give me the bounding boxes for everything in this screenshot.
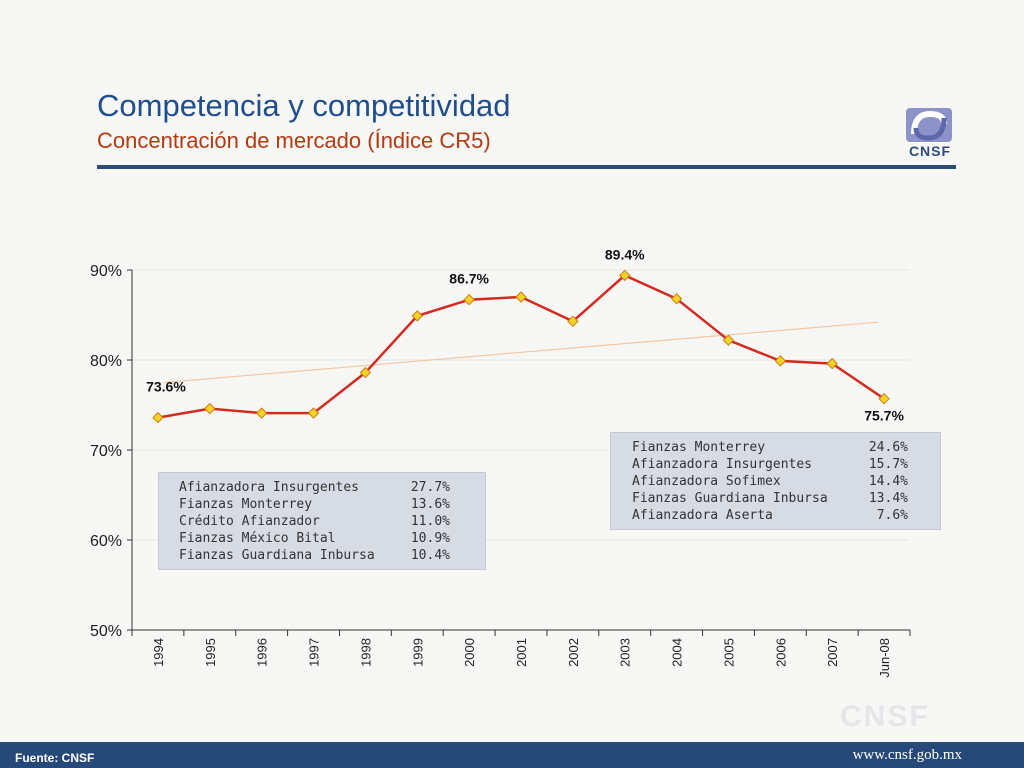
market-share-value: 11.0%: [410, 514, 450, 529]
company-name: Fianzas México Bital: [179, 531, 336, 546]
data-point: [463, 293, 475, 306]
watermark-logo: CNSF: [840, 700, 930, 733]
data-label: 75.7%: [864, 408, 904, 424]
market-share-value: 27.7%: [410, 480, 450, 495]
market-share-value: 13.6%: [410, 497, 450, 512]
x-tick-label: 2002: [566, 638, 581, 667]
annotation-row: Fianzas México Bital 10.9%: [179, 530, 485, 547]
page-title: Competencia y competitividad: [97, 88, 511, 123]
data-point: [567, 315, 579, 328]
data-point: [619, 269, 631, 282]
data-point: [826, 357, 838, 370]
data-point: [878, 392, 890, 405]
data-point: [670, 293, 683, 305]
x-tick-label: 1996: [255, 638, 270, 667]
data-point: [359, 366, 372, 379]
page-subtitle: Concentración de mercado (Índice CR5): [97, 128, 491, 153]
x-tick-label: 2004: [670, 638, 685, 667]
x-tick-label: 2006: [773, 638, 788, 667]
annotation-row: Afianzadora Sofimex 14.4%: [632, 473, 940, 490]
company-name: Fianzas Guardiana Inbursa: [179, 548, 375, 563]
annotation-row: Fianzas Monterrey 24.6%: [632, 439, 940, 456]
x-tick-label: 2001: [514, 638, 529, 667]
data-point: [515, 291, 527, 303]
x-tick-label: Jun-08: [877, 638, 892, 678]
x-tick-label: 1994: [151, 638, 166, 667]
data-label: 89.4%: [605, 246, 645, 262]
company-name: Crédito Afianzador: [179, 514, 320, 529]
annotation-row: Fianzas Monterrey 13.6%: [179, 496, 485, 513]
company-name: Afianzadora Aserta: [632, 508, 773, 523]
x-tick-label: 1998: [358, 638, 373, 667]
x-tick-label: 1999: [410, 638, 425, 667]
y-tick-label: 90%: [90, 263, 122, 280]
x-tick-label: 1995: [203, 638, 218, 667]
logo-text: CNSF: [908, 143, 952, 159]
annotation-row: Afianzadora Insurgentes 27.7%: [179, 479, 485, 496]
annotation-row: Fianzas Guardiana Inbursa 13.4%: [632, 490, 940, 507]
market-share-value: 10.9%: [410, 531, 450, 546]
source-text: Fuente: CNSF: [15, 751, 95, 765]
market-share-value: 15.7%: [868, 457, 908, 472]
data-label: 73.6%: [146, 379, 186, 395]
market-share-value: 14.4%: [868, 474, 908, 489]
x-tick-label: 1997: [307, 638, 322, 667]
annotation-row: Crédito Afianzador 11.0%: [179, 513, 485, 530]
company-name: Fianzas Guardiana Inbursa: [632, 491, 828, 506]
data-point: [152, 411, 164, 424]
data-point: [255, 407, 268, 419]
x-tick-label: 2003: [618, 638, 633, 667]
data-label: 86.7%: [449, 271, 489, 287]
x-tick-label: 2000: [462, 638, 477, 667]
market-share-value: 24.6%: [868, 440, 908, 455]
data-point: [774, 355, 787, 367]
company-name: Fianzas Monterrey: [179, 497, 313, 512]
market-share-value: 7.6%: [876, 508, 908, 523]
x-tick-label: 2007: [825, 638, 840, 667]
data-point: [307, 407, 320, 419]
data-point: [204, 402, 216, 415]
company-name: Afianzadora Insurgentes: [632, 457, 813, 472]
website-link[interactable]: www.cnsf.gob.mx: [852, 747, 962, 763]
data-point: [411, 310, 423, 322]
market-share-value: 13.4%: [868, 491, 908, 506]
y-tick-label: 60%: [90, 533, 122, 550]
company-name: Afianzadora Insurgentes: [179, 480, 360, 495]
annotation-row: Afianzadora Aserta 7.6%: [632, 507, 940, 524]
market-share-value: 10.4%: [410, 548, 450, 563]
footer-bar: Fuente: CNSF www.cnsf.gob.mx: [0, 742, 1024, 768]
annotation-row: Fianzas Guardiana Inbursa 10.4%: [179, 547, 485, 564]
y-tick-label: 70%: [90, 443, 122, 460]
data-point: [722, 334, 735, 346]
trend-line: [163, 321, 879, 384]
cr5-line-chart: 50% 60% 70% 80% 90% 1994 1995 1996 1997 1998 1999 2…: [90, 246, 911, 678]
cnsf-logo-icon: [906, 108, 952, 142]
header-divider: [97, 165, 956, 169]
annotation-box-1994: Afianzadora Insurgentes 27.7% Fianzas Mont…: [158, 472, 486, 570]
x-tick-label: 2005: [721, 638, 736, 667]
company-name: Fianzas Monterrey: [632, 440, 766, 455]
y-tick-label: 80%: [90, 353, 122, 370]
annotation-box-2008: Fianzas Monterrey 24.6% Afianzadora Insurg…: [610, 432, 941, 530]
annotation-row: Afianzadora Insurgentes 15.7%: [632, 456, 940, 473]
company-name: Afianzadora Sofimex: [632, 474, 781, 489]
y-tick-label: 50%: [90, 623, 122, 640]
